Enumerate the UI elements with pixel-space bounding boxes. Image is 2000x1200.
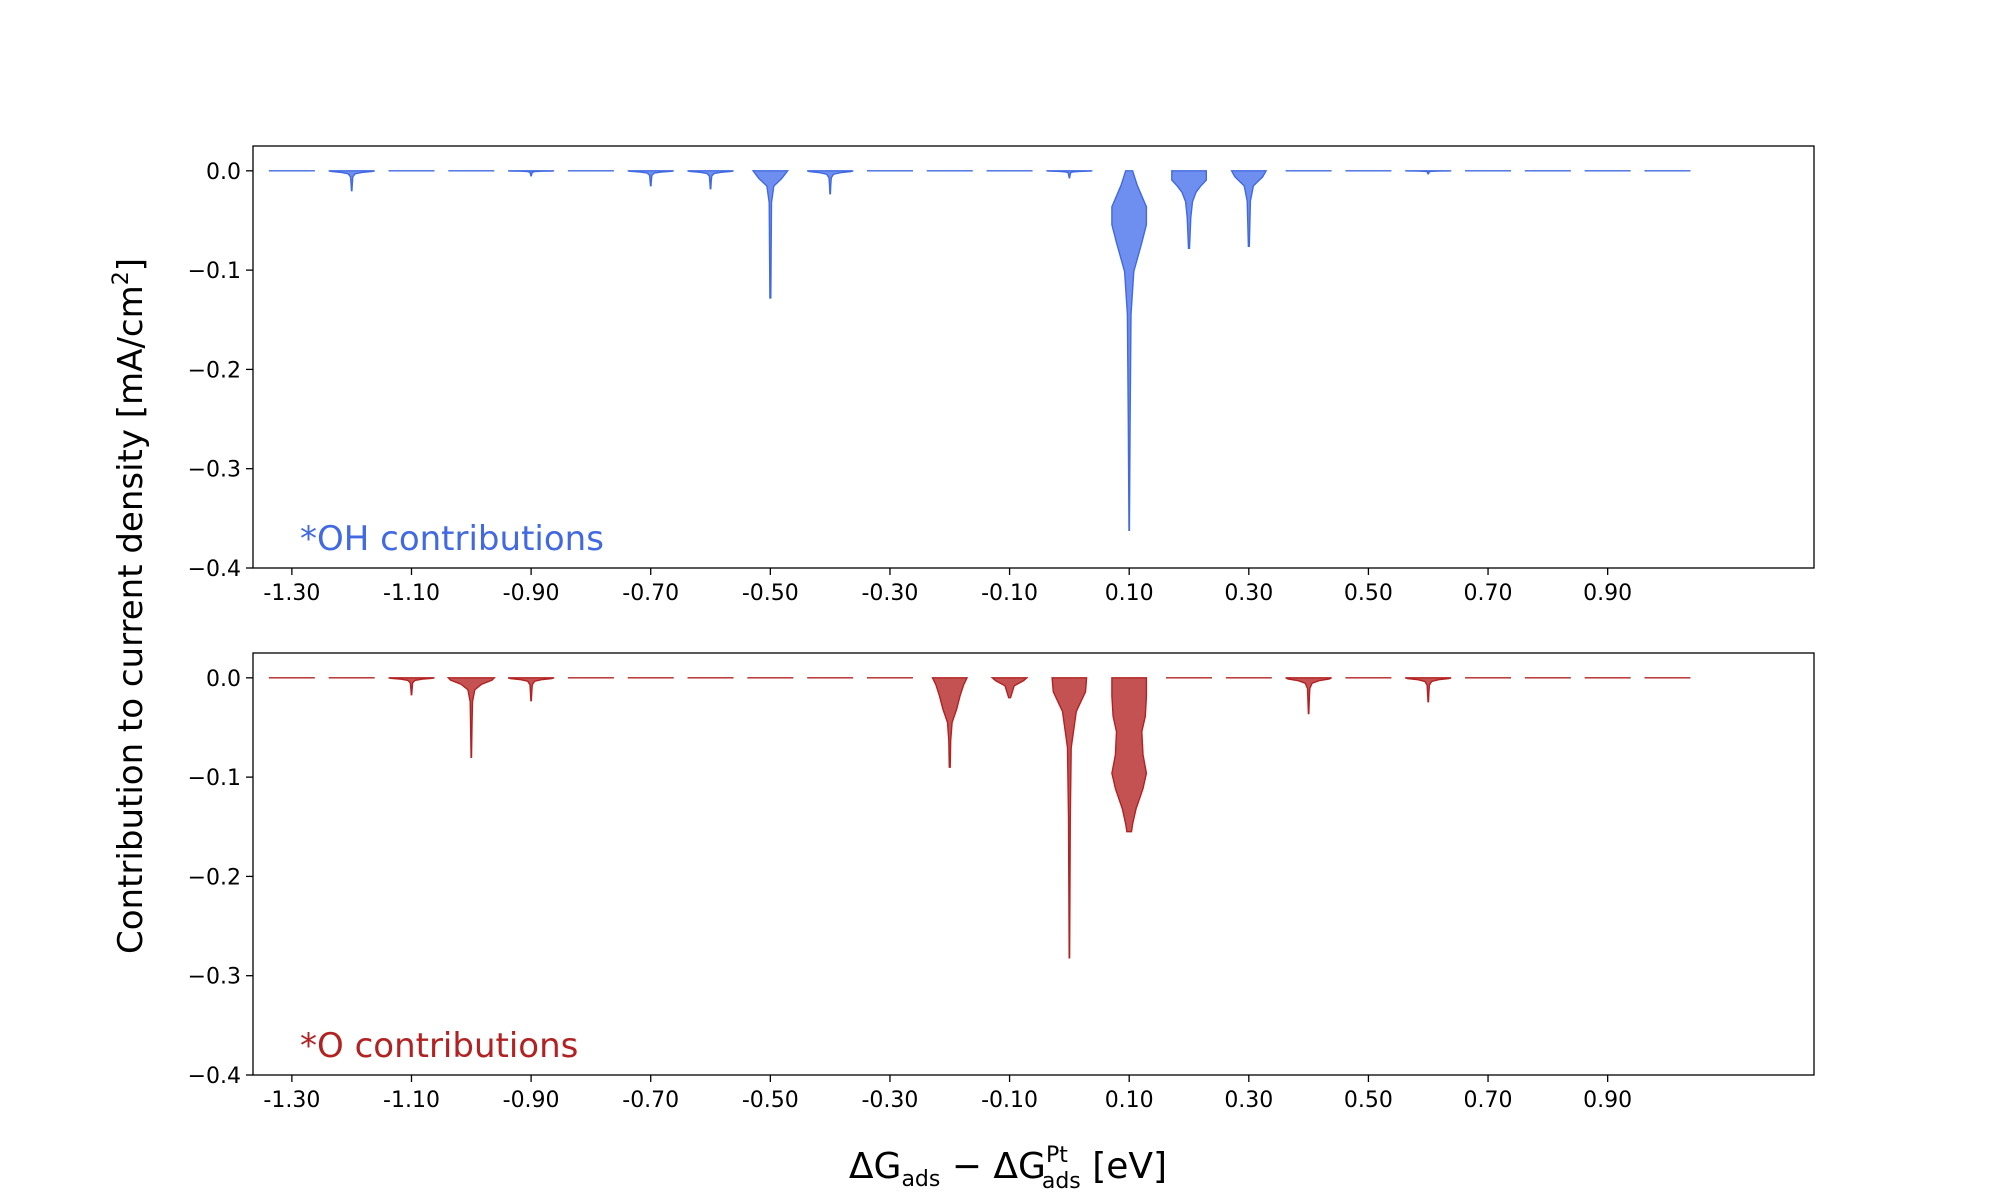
x-tick-label: 0.90 — [1583, 1088, 1632, 1113]
x-tick-label: -0.70 — [622, 1088, 679, 1113]
violin — [627, 170, 674, 187]
y-tick-label: −0.4 — [188, 1064, 241, 1089]
violin — [1046, 170, 1093, 179]
violin — [990, 677, 1029, 699]
x-tick-label: 0.50 — [1344, 581, 1393, 606]
y-tick-label: −0.2 — [188, 865, 241, 890]
x-tick-label: -1.10 — [383, 581, 440, 606]
violin — [751, 170, 790, 299]
y-tick-label: −0.3 — [188, 965, 241, 990]
violin — [1051, 677, 1088, 959]
violin — [388, 677, 435, 696]
y-tick-label: −0.2 — [188, 358, 241, 383]
x-tick-label: -0.90 — [503, 1088, 560, 1113]
violin — [806, 170, 854, 195]
violin — [1111, 170, 1148, 531]
violin — [507, 677, 555, 702]
violin — [1111, 677, 1148, 833]
x-tick-label: 0.30 — [1224, 581, 1273, 606]
x-tick-label: -1.30 — [263, 1088, 320, 1113]
x-tick-label: 0.30 — [1224, 1088, 1273, 1113]
panel-oh: 0.0 −0.1 −0.2 −0.3 −0.4 -1.30 -1.10 -0.90 -0.70 -… — [188, 145, 1815, 606]
violin — [931, 677, 969, 768]
y-tick-label: 0.0 — [206, 667, 241, 692]
violin — [446, 677, 496, 758]
x-tick-label: 0.50 — [1344, 1088, 1393, 1113]
x-tick-label: -1.10 — [383, 1088, 440, 1113]
panel-annotation: *O contributions — [300, 1026, 578, 1066]
y-tick-label: −0.1 — [188, 259, 241, 284]
x-tick-label: -0.10 — [981, 581, 1038, 606]
violin — [1230, 170, 1268, 247]
panel-annotation: *OH contributions — [300, 519, 604, 559]
violin — [687, 170, 734, 190]
violin — [508, 170, 555, 177]
x-tick-label: 0.70 — [1464, 581, 1513, 606]
x-tick-label: 0.70 — [1464, 1088, 1513, 1113]
x-tick-label: -0.30 — [861, 1088, 918, 1113]
panel-o: 0.0 −0.1 −0.2 −0.3 −0.4 -1.30 -1.10 -0.90 -0.70 -… — [188, 652, 1815, 1113]
y-tick-label: −0.3 — [188, 458, 241, 483]
violin — [1171, 170, 1207, 249]
x-tick-label: -1.30 — [263, 581, 320, 606]
x-tick-label: 0.10 — [1105, 1088, 1154, 1113]
x-tick-label: 0.10 — [1105, 581, 1154, 606]
violin — [1285, 677, 1332, 715]
x-tick-label: -0.90 — [503, 581, 560, 606]
y-tick-label: −0.4 — [188, 557, 241, 582]
x-tick-label: 0.90 — [1583, 581, 1632, 606]
x-tick-label: -0.10 — [981, 1088, 1038, 1113]
x-tick-label: -0.50 — [742, 1088, 799, 1113]
violin — [328, 170, 375, 192]
violin — [1405, 170, 1452, 175]
y-tick-label: −0.1 — [188, 766, 241, 791]
y-axis-label: Contribution to current density [mA/cm2] — [109, 258, 151, 954]
x-tick-label: -0.70 — [622, 581, 679, 606]
x-tick-label: -0.30 — [861, 581, 918, 606]
plot-frame — [252, 652, 1815, 1076]
x-tick-label: -0.50 — [742, 581, 799, 606]
y-tick-label: 0.0 — [206, 160, 241, 185]
x-axis-label: ΔGads − ΔGPt ads [eV] — [849, 1143, 1167, 1194]
violin — [1404, 677, 1452, 703]
plot-frame — [252, 145, 1815, 569]
